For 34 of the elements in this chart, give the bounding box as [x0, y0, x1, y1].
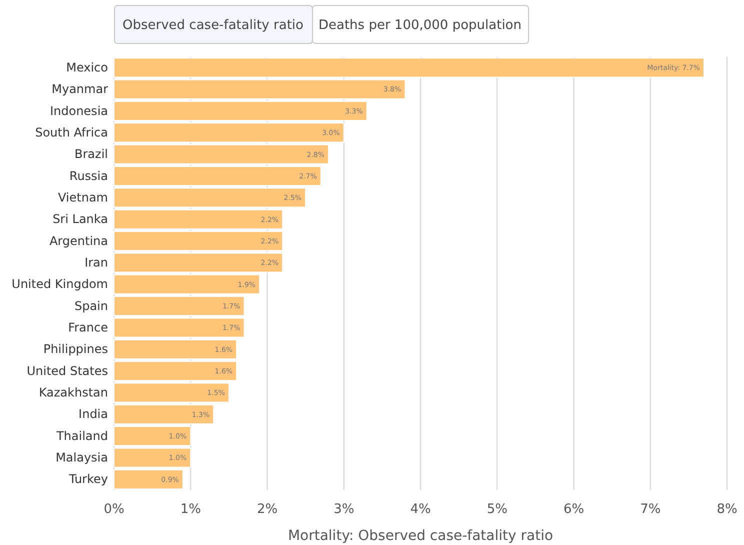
y-tick-label: United States [26, 364, 108, 378]
y-tick-label: Thailand [55, 428, 108, 443]
y-tick-label: Russia [69, 168, 108, 183]
tab-button: Deaths per 100,000 population [312, 5, 529, 44]
x-tick-label: 1% [180, 502, 201, 518]
bar [114, 469, 184, 490]
x-tick-label: 2% [256, 502, 278, 518]
x-tick-label: 3% [334, 502, 354, 518]
y-tick-label: Spain [74, 298, 108, 313]
y-tick-label: Kazakhstan [38, 386, 108, 400]
y-tick-label: Indonesia [50, 104, 108, 118]
y-tick-label: France [68, 320, 108, 335]
y-tick-label: Vietnam [58, 190, 108, 204]
y-tick-label: Mexico [66, 60, 108, 74]
x-axis-title: Mortality: Observed case-fatality ratio [288, 528, 554, 544]
x-tick-label: 0% [104, 502, 124, 518]
x-tick-label: 5% [486, 502, 508, 518]
tab-button: Observed case-fatality ratio [114, 5, 313, 44]
y-tick-label: India [78, 407, 108, 422]
x-tick-label: 8% [716, 502, 738, 518]
y-tick-label: Turkey [68, 472, 108, 486]
y-tick-label: South Africa [35, 125, 108, 140]
y-tick-label: Iran [84, 256, 108, 270]
y-tick-label: Philippines [43, 342, 108, 356]
x-tick-label: 6% [563, 502, 584, 518]
bar [114, 58, 705, 78]
y-tick-label: Myanmar [52, 82, 108, 96]
x-tick-label: 4% [410, 502, 431, 518]
y-tick-label: Malaysia [56, 450, 108, 465]
x-tick-label: 7% [640, 502, 661, 518]
y-tick-label: United Kingdom [12, 277, 108, 292]
y-tick-label: Argentina [49, 234, 108, 248]
y-tick-label: Brazil [74, 147, 108, 162]
y-tick-label: Sri Lanka [52, 212, 108, 226]
